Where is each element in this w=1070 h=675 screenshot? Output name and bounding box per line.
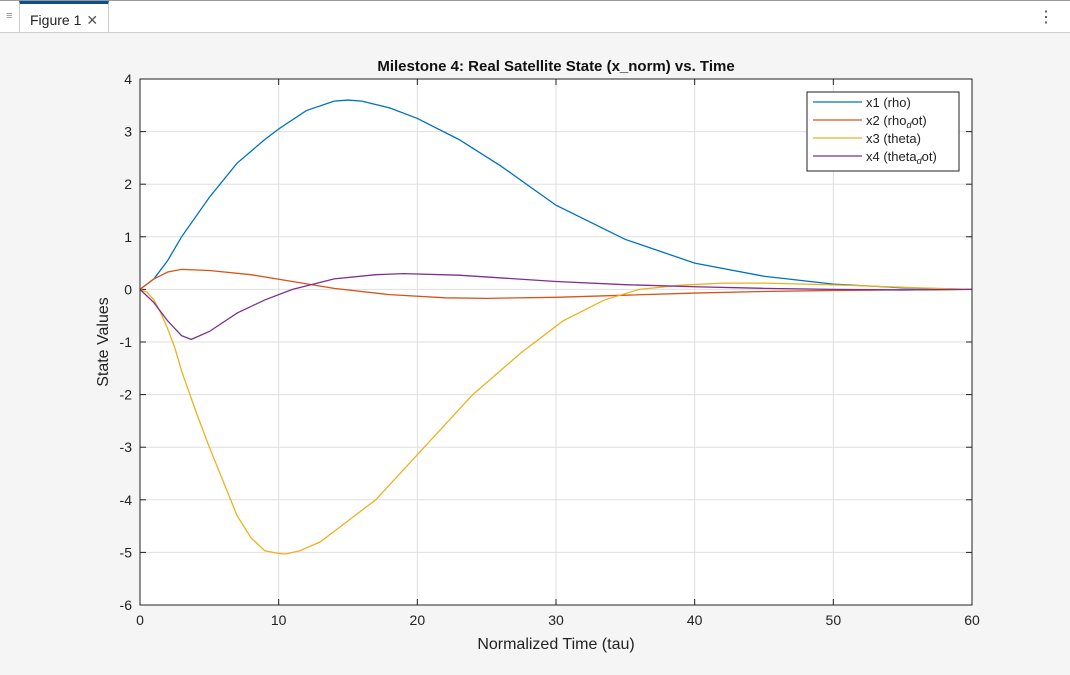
figure-tab-bar: ≡ Figure 1 ✕ ⋮ — [0, 0, 1070, 33]
series-line — [139, 272, 973, 341]
x-tick-label: 50 — [826, 612, 842, 628]
y-tick-label: 4 — [124, 71, 132, 87]
legend-entry: x4 (thetadot) — [866, 149, 937, 166]
y-axis-label: State Values — [95, 297, 112, 387]
y-tick-label: 3 — [124, 124, 132, 140]
chart-title: Milestone 4: Real Satellite State (x_nor… — [377, 58, 734, 75]
tab-label: Figure 1 — [30, 12, 82, 28]
y-tick-label: -1 — [120, 334, 133, 350]
tab-figure-1[interactable]: Figure 1 ✕ — [19, 1, 109, 32]
legend-entry: x2 (rhodot) — [866, 113, 927, 130]
legend-entry: x3 (theta) — [866, 131, 921, 146]
x-axis-label: Normalized Time (tau) — [477, 636, 634, 653]
x-tick-label: 60 — [964, 612, 980, 628]
y-tick-label: -2 — [120, 387, 133, 403]
x-tick-label: 40 — [687, 612, 703, 628]
y-tick-label: 2 — [124, 176, 132, 192]
series-line — [139, 268, 973, 299]
y-tick-label: -6 — [120, 597, 133, 613]
x-tick-label: 20 — [410, 612, 426, 628]
y-tick-label: -3 — [120, 439, 133, 455]
kebab-icon[interactable]: ⋮ — [1038, 9, 1054, 26]
legend-entry: x1 (rho) — [866, 95, 911, 110]
close-icon[interactable]: ✕ — [86, 12, 99, 28]
hamburger-icon[interactable]: ≡ — [6, 10, 13, 22]
x-tick-label: 0 — [136, 612, 144, 628]
y-tick-label: 0 — [124, 281, 132, 297]
plot-border — [139, 78, 973, 606]
series-line — [139, 282, 973, 555]
legend — [806, 91, 960, 172]
y-tick-label: -4 — [120, 492, 133, 508]
series-line — [139, 99, 973, 291]
y-tick-label: -5 — [120, 544, 133, 560]
y-tick-label: 1 — [124, 229, 132, 245]
x-tick-label: 30 — [548, 612, 564, 628]
x-tick-label: 10 — [271, 612, 287, 628]
